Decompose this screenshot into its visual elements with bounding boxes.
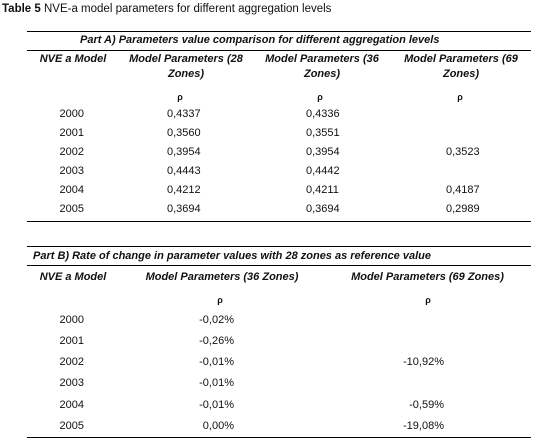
- part-b-title-rule: [27, 265, 531, 266]
- part-b-year: 2005: [59, 420, 84, 432]
- part-b-year: 2001: [59, 335, 84, 347]
- part-a-bottom-rule: [27, 221, 531, 222]
- part-a-value-69: 0,2989: [446, 203, 480, 215]
- part-b-value-36: -0,01%: [199, 377, 234, 389]
- part-a-value-36: 0,3551: [306, 127, 340, 139]
- part-b-value-69: -10,92%: [403, 356, 444, 368]
- part-b-value-36: -0,02%: [199, 314, 234, 326]
- part-a-header-69-zones: Model Parameters (69 Zones): [404, 53, 518, 80]
- part-a-value-36: 0,3694: [306, 203, 340, 215]
- part-a-value-36: 0,4211: [306, 184, 339, 196]
- part-b-header-69-zones: Model Parameters (69 Zones): [351, 271, 504, 283]
- table-caption-label: Table 5: [2, 3, 41, 15]
- part-b-title: Part B) Rate of change in parameter valu…: [33, 250, 431, 262]
- part-b-value-36: 0,00%: [202, 420, 234, 432]
- table-caption-text: NVE-a model parameters for different agg…: [43, 3, 332, 15]
- part-a-header-model: NVE a Model: [39, 53, 107, 65]
- table-caption: Table 5 NVE-a model parameters for diffe…: [2, 3, 331, 15]
- part-a-value-36: 0,3954: [306, 146, 340, 158]
- part-a-header-28-zones: Model Parameters (28 Zones): [129, 53, 243, 80]
- part-b-value-69: -0,59%: [409, 399, 444, 411]
- part-b-header-36-zones: Model Parameters (36 Zones): [145, 271, 299, 283]
- part-b-year: 2004: [59, 399, 84, 411]
- part-a-year: 2004: [59, 184, 84, 196]
- part-a-value-28: 0,4443: [167, 165, 201, 177]
- part-a-value-36: 0,4336: [306, 108, 340, 120]
- part-b-value-36: -0,26%: [199, 335, 234, 347]
- part-a-rho-28: ρ: [177, 92, 183, 102]
- part-b-bottom-rule: [27, 437, 531, 438]
- part-a-title-rule: [27, 50, 531, 51]
- part-a-year: 2001: [59, 127, 84, 139]
- part-a-rho-36: ρ: [317, 92, 323, 102]
- part-a-rho-69: ρ: [457, 92, 463, 102]
- part-a-year: 2003: [59, 165, 84, 177]
- part-a-top-rule: [27, 31, 531, 32]
- part-a-value-36: 0,4442: [306, 165, 340, 177]
- part-b-rho-36: ρ: [217, 295, 223, 305]
- part-b-top-rule: [27, 246, 531, 247]
- part-b-year: 2003: [59, 377, 84, 389]
- part-b-value-69: -19,08%: [403, 420, 444, 432]
- part-b-rho-69: ρ: [425, 295, 431, 305]
- part-b-year: 2002: [59, 356, 84, 368]
- part-a-value-28: 0,4212: [167, 184, 201, 196]
- part-a-value-28: 0,3560: [167, 127, 201, 139]
- part-b-value-36: -0,01%: [199, 356, 234, 368]
- part-b-year: 2000: [59, 314, 84, 326]
- part-a-year: 2000: [59, 108, 84, 120]
- part-a-value-28: 0,4337: [167, 108, 201, 120]
- part-b-value-36: -0,01%: [199, 399, 234, 411]
- part-a-year: 2005: [59, 203, 84, 215]
- part-a-value-69: 0,4187: [446, 184, 480, 196]
- part-a-year: 2002: [59, 146, 84, 158]
- part-b-header-model: NVE a Model: [39, 271, 107, 283]
- part-a-value-69: 0,3523: [446, 146, 480, 158]
- part-a-value-28: 0,3954: [167, 146, 201, 158]
- part-a-header-36-zones: Model Parameters (36 Zones): [265, 53, 379, 80]
- part-a-title: Part A) Parameters value comparison for …: [80, 34, 440, 46]
- part-a-value-28: 0,3694: [167, 203, 201, 215]
